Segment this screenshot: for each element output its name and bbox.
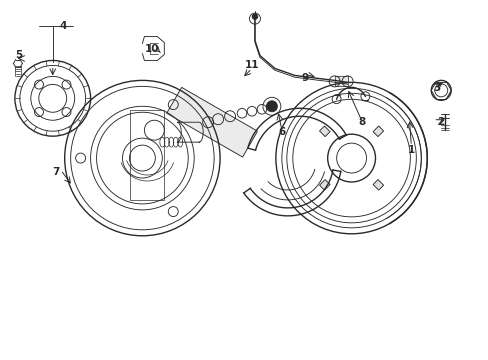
Text: 8: 8 [357, 117, 365, 127]
Text: 1: 1 [407, 145, 414, 155]
Polygon shape [372, 126, 383, 136]
Text: 5: 5 [15, 50, 22, 60]
Polygon shape [319, 180, 329, 190]
Text: 7: 7 [52, 167, 60, 177]
Text: 6: 6 [278, 127, 285, 137]
Polygon shape [372, 180, 383, 190]
Text: 4: 4 [59, 21, 66, 31]
Circle shape [252, 14, 257, 19]
Polygon shape [166, 87, 257, 157]
Text: 2: 2 [437, 117, 444, 127]
Polygon shape [319, 126, 329, 136]
Circle shape [266, 101, 277, 112]
Text: 9: 9 [301, 73, 308, 84]
Text: 3: 3 [433, 84, 440, 93]
Text: 10: 10 [145, 44, 159, 54]
Text: 11: 11 [244, 60, 259, 71]
